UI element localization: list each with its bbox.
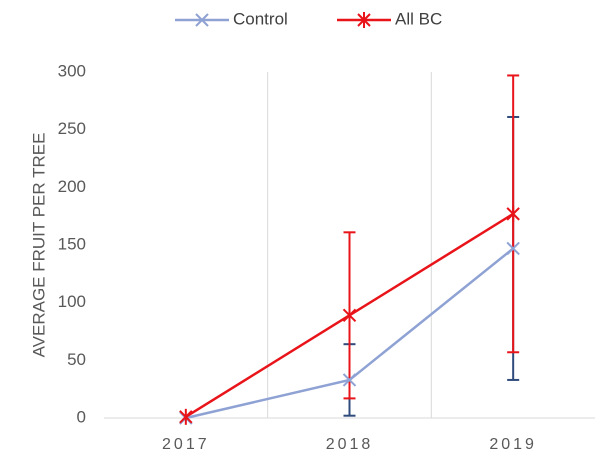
marker bbox=[342, 307, 357, 324]
y-tick-label: 250 bbox=[58, 119, 86, 138]
y-axis-label: AVERAGE FRUIT PER TREE bbox=[29, 133, 48, 358]
marker-stroke bbox=[195, 13, 209, 27]
y-tick-label: 200 bbox=[58, 177, 86, 196]
y-tick-label: 300 bbox=[58, 61, 86, 80]
y-tick-label: 150 bbox=[58, 234, 86, 253]
x-tick-label: 2018 bbox=[326, 436, 374, 453]
marker-stroke bbox=[342, 373, 357, 387]
marker bbox=[506, 205, 520, 222]
marker bbox=[195, 13, 209, 27]
marker-stroke bbox=[506, 241, 520, 256]
marker bbox=[506, 241, 520, 256]
x-tick-label: 2019 bbox=[489, 436, 537, 453]
legend-label: Control bbox=[233, 9, 288, 28]
legend-label: All BC bbox=[395, 9, 442, 28]
y-tick-label: 0 bbox=[77, 407, 86, 426]
marker bbox=[179, 408, 193, 425]
marker bbox=[342, 373, 357, 387]
x-tick-label: 2017 bbox=[162, 436, 210, 453]
y-tick-label: 100 bbox=[58, 292, 86, 311]
y-tick-label: 50 bbox=[67, 350, 86, 369]
marker bbox=[357, 12, 371, 28]
